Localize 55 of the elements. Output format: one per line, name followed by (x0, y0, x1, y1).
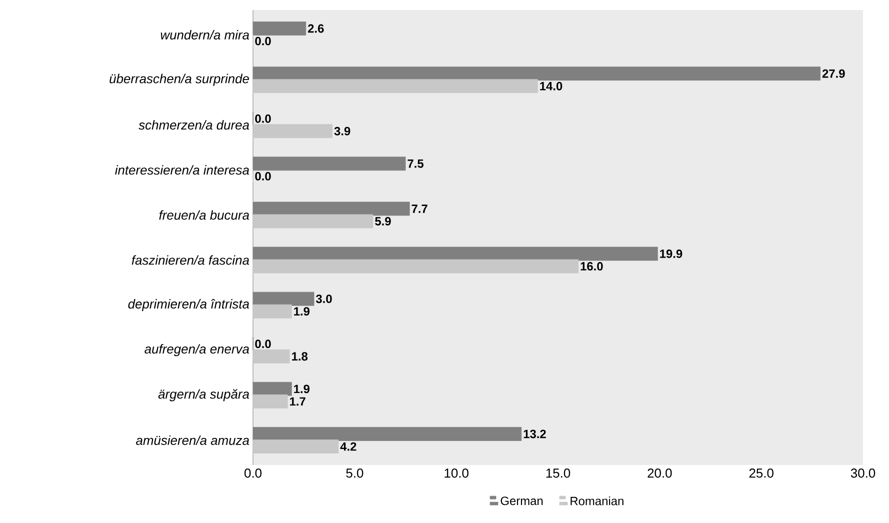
bar (252, 382, 292, 396)
x-tick-label: 15.0 (546, 468, 570, 478)
bar (252, 66, 821, 81)
data-label: 2.6 (308, 24, 324, 33)
bar (252, 259, 579, 274)
bar (252, 292, 314, 306)
data-label: 0.0 (255, 114, 271, 123)
bar (252, 79, 538, 94)
legend-label: German (500, 496, 543, 506)
y-tick-label: schmerzen/a durea (138, 120, 250, 130)
y-tick-label: amüsieren/a amuza (136, 435, 250, 445)
data-label: 3.9 (334, 126, 350, 136)
x-tick-label: 10.0 (444, 468, 468, 478)
data-label: 0.0 (255, 340, 271, 348)
bar (252, 349, 290, 364)
bar (252, 304, 292, 318)
bar (252, 440, 339, 454)
y-tick-label: aufregen/a enerva (144, 344, 250, 356)
data-label: 4.2 (340, 442, 356, 451)
bar (252, 202, 410, 216)
y-tick-label: ärgern/a supăra (158, 389, 250, 402)
data-label: 1.7 (290, 397, 306, 406)
x-tick-label: 5.0 (346, 468, 364, 478)
x-tick-label: 20.0 (648, 468, 672, 478)
data-label: 14.0 (540, 82, 562, 90)
data-label: 19.9 (660, 250, 682, 258)
data-label: 1.8 (292, 352, 308, 361)
data-label: 13.2 (524, 430, 546, 438)
x-tick-label: 0.0 (244, 468, 262, 478)
data-label: 1.9 (294, 307, 310, 316)
data-label: 7.5 (408, 160, 424, 168)
y-tick-label: deprimieren/a întrista (128, 299, 250, 312)
bar (252, 214, 374, 228)
y-tick-label: überraschen/a surprinde (110, 74, 249, 86)
x-tick-label: 25.0 (749, 468, 774, 478)
x-tick-label: 30.0 (850, 468, 876, 478)
y-tick-label: faszinieren/a fascina (132, 255, 250, 265)
data-label: 3.0 (316, 294, 332, 304)
y-tick-label: wundern/a mira (160, 30, 250, 40)
data-label: 5.9 (375, 217, 391, 226)
data-label: 0.0 (255, 36, 271, 46)
bar (252, 22, 306, 36)
bar (252, 124, 333, 138)
data-label: 0.0 (255, 172, 271, 180)
data-label: 16.0 (580, 262, 603, 271)
data-label: 7.7 (412, 204, 428, 213)
data-label: 1.9 (294, 384, 310, 394)
y-tick-label: interessieren/a interesa (115, 165, 250, 175)
bar (252, 156, 406, 171)
y-tick-label: freuen/a bucura (159, 210, 250, 220)
bar (252, 246, 658, 261)
bar (252, 394, 288, 408)
legend-label: Romanian (570, 496, 624, 506)
bar (252, 427, 522, 441)
data-label: 27.9 (822, 69, 845, 78)
